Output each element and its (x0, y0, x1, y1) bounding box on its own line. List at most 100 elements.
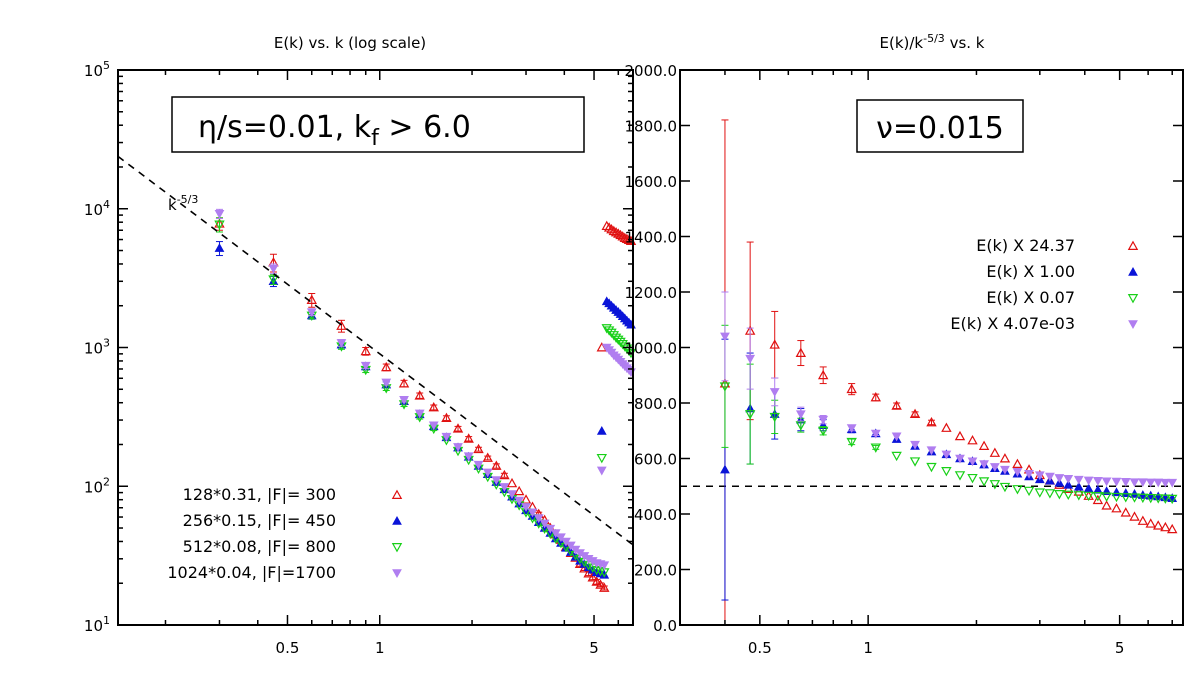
left-chart-data (214, 208, 637, 592)
left-legend-marker (391, 489, 403, 499)
right-legend-label: E(k) X 1.00 (986, 262, 1075, 281)
right-point (1167, 478, 1178, 488)
right-point (989, 447, 1001, 457)
left-point (520, 494, 532, 504)
left-errorbar (416, 392, 424, 399)
right-point (769, 388, 780, 397)
left-point-isolated (596, 426, 607, 435)
right-point (989, 480, 1001, 490)
left-xtick-label: 1 (375, 639, 385, 657)
left-point (360, 361, 371, 371)
left-point (214, 243, 225, 252)
left-point (336, 339, 347, 348)
left-point (306, 308, 317, 318)
left-point (268, 275, 279, 285)
left-point-isolated (596, 453, 608, 464)
left-errorbar (475, 446, 483, 452)
right-point (1137, 515, 1149, 525)
right-point (846, 437, 857, 448)
right-series-2 (720, 338, 1178, 601)
left-point-tail (617, 340, 628, 350)
left-ytick-label: 105 (84, 59, 110, 80)
right-point (1145, 518, 1156, 528)
left-point (482, 468, 493, 478)
left-errorbar (430, 404, 438, 411)
right-point (1073, 481, 1084, 491)
left-point (491, 476, 502, 485)
left-point (414, 390, 425, 400)
right-point (818, 415, 829, 425)
right-ytick-label: 1800.0 (625, 118, 678, 136)
right-ytick-label: 1600.0 (625, 173, 678, 191)
right-point (1063, 474, 1074, 484)
left-legend-label: 128*0.31, |F|= 300 (183, 485, 336, 504)
right-legend-marker (1128, 266, 1138, 276)
left-point (587, 572, 598, 582)
left-point-tail (606, 223, 617, 234)
right-plot-frame (679, 69, 1184, 626)
right-annotation-box (856, 99, 1024, 153)
right-point (955, 454, 965, 464)
left-point (491, 460, 502, 470)
left-point-tail (613, 335, 624, 346)
right-point (979, 460, 989, 470)
left-point-tail (619, 232, 631, 243)
right-point (1129, 493, 1140, 503)
left-errorbar (454, 425, 462, 432)
left-point (441, 412, 452, 423)
left-point (482, 452, 493, 462)
left-point (428, 401, 439, 412)
left-errorbar (500, 472, 508, 478)
right-point (1145, 478, 1156, 488)
right-series-4 (720, 291, 1178, 488)
left-point (336, 320, 347, 330)
right-legend-entry: E(k) X 24.37 (976, 236, 1139, 255)
right-ytick-label: 0.0 (653, 617, 677, 635)
left-point (441, 432, 452, 442)
left-point (414, 409, 425, 419)
right-point (1166, 523, 1178, 534)
left-legend-entry: 128*0.31, |F|= 300 (183, 485, 403, 504)
right-point (720, 332, 730, 342)
left-legend-label: 512*0.08, |F|= 800 (183, 537, 336, 556)
left-errorbar (484, 455, 492, 461)
left-legend-marker (391, 543, 403, 553)
right-point (1129, 511, 1140, 521)
left-point (499, 469, 510, 480)
right-point (719, 382, 731, 392)
left-legend-label: 256*0.15, |F|= 450 (183, 511, 336, 530)
right-point (769, 339, 780, 349)
left-point (499, 483, 510, 492)
right-point (1073, 475, 1084, 485)
right-point (891, 451, 902, 462)
right-chart-data (719, 119, 1178, 626)
left-point (473, 443, 484, 454)
right-point (1000, 465, 1010, 475)
left-point-tail (606, 328, 617, 339)
right-point (745, 354, 756, 364)
left-point (545, 524, 556, 534)
right-point (720, 464, 730, 474)
left-legend-entry: 512*0.08, |F|= 800 (183, 537, 403, 556)
left-errorbar (600, 585, 608, 591)
right-point (1101, 492, 1112, 502)
right-point (967, 457, 978, 467)
right-point (817, 369, 829, 380)
right-point (795, 421, 807, 431)
right-point (817, 426, 829, 437)
left-ytick-label: 104 (84, 198, 110, 219)
right-point (1092, 484, 1103, 494)
right-xtick-label: 5 (1115, 639, 1125, 657)
left-errorbar (465, 436, 473, 442)
right-point (1083, 476, 1094, 486)
left-ytick-label: 101 (84, 614, 110, 635)
left-point-isolated (596, 466, 607, 476)
left-point-tail (621, 233, 633, 243)
right-point (1160, 478, 1171, 488)
right-chart-title: E(k)/k-5/3 vs. k (880, 32, 985, 52)
right-point (1111, 492, 1122, 503)
left-point (381, 361, 392, 372)
left-xtick-label: 5 (589, 639, 599, 657)
right-point (1045, 472, 1055, 482)
right-point (744, 410, 756, 420)
